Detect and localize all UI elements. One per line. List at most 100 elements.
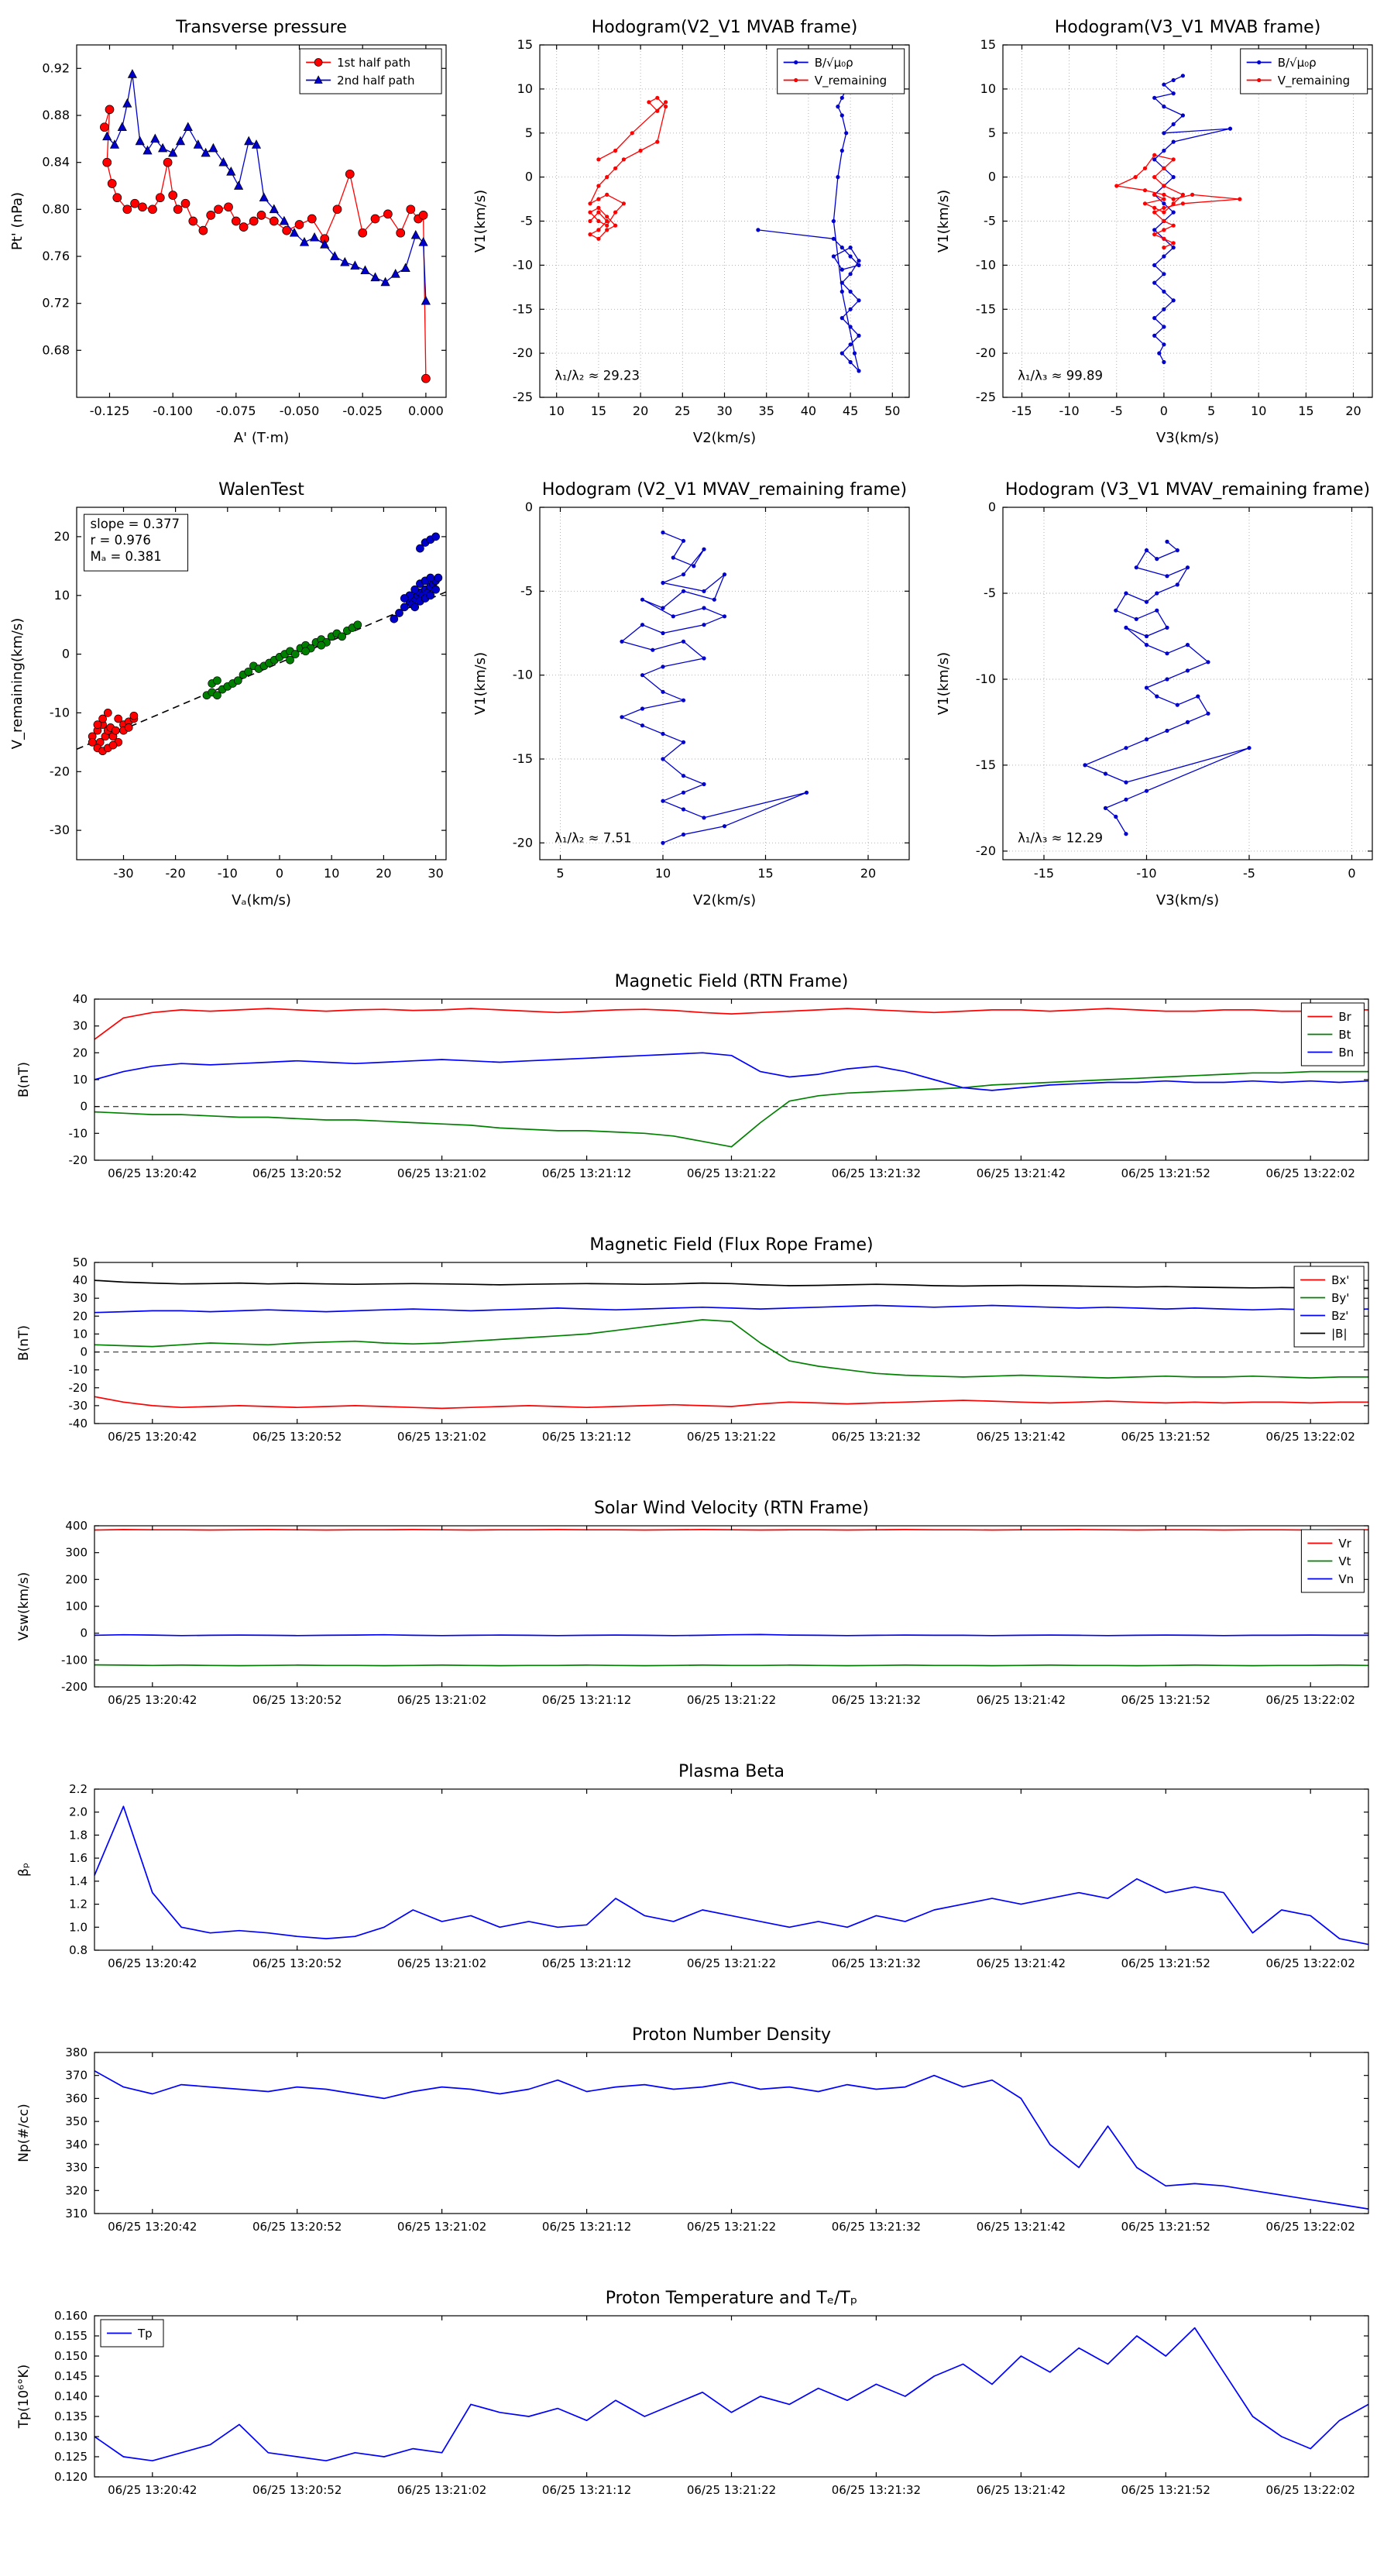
svg-text:V3(km/s): V3(km/s)	[1156, 430, 1219, 446]
svg-text:-20: -20	[166, 866, 186, 881]
chart-svg: 06/25 13:20:42 06/25 13:20:52 06/25 13:21:…	[9, 1228, 1388, 1461]
svg-text:06/25 13:21:22: 06/25 13:21:22	[687, 1166, 776, 1180]
svg-text:40: 40	[73, 1273, 88, 1287]
svg-text:0.160: 0.160	[54, 2309, 88, 2323]
svg-text:400: 400	[65, 1519, 88, 1533]
svg-text:06/25 13:21:52: 06/25 13:21:52	[1121, 1693, 1210, 1707]
svg-text:06/25 13:21:52: 06/25 13:21:52	[1121, 1430, 1210, 1444]
svg-text:B(nT): B(nT)	[16, 1062, 32, 1097]
svg-text:340: 340	[65, 2138, 88, 2152]
svg-text:-20: -20	[513, 835, 533, 850]
svg-text:Solar Wind Velocity (RTN Frame: Solar Wind Velocity (RTN Frame)	[594, 1499, 869, 1518]
svg-text:0: 0	[62, 647, 70, 661]
row-walen-mvav: -30 -20 -10 0 10 20 30 -30 -20 -10 0 10 20 WalenTest V…	[3, 470, 1391, 919]
svg-text:06/25 13:21:02: 06/25 13:21:02	[397, 2483, 486, 2497]
svg-text:06/25 13:20:42: 06/25 13:20:42	[108, 1430, 197, 1444]
svg-text:2.2: 2.2	[69, 1782, 88, 1796]
svg-text:06/25 13:21:42: 06/25 13:21:42	[977, 2483, 1066, 2497]
svg-text:06/25 13:20:42: 06/25 13:20:42	[108, 2483, 197, 2497]
svg-text:100: 100	[65, 1599, 88, 1613]
chart-hodogram-v3v1-mvab: -15 -10 -5 0 5 10 15 20 -25 -20 -15 -10 -5 0 5 10 15 Hodo…	[929, 8, 1388, 456]
svg-text:-30: -30	[50, 823, 70, 837]
chart-svg: -15 -10 -5 0 5 10 15 20 -25 -20 -15 -10 -5 0 5 10 15 Hodo…	[929, 8, 1388, 453]
svg-text:r = 0.976: r = 0.976	[91, 533, 151, 548]
svg-text:06/25 13:21:32: 06/25 13:21:32	[832, 1166, 921, 1180]
legend: B/√μ₀ρ V_remaining	[777, 48, 905, 94]
svg-text:30: 30	[73, 1291, 88, 1305]
svg-text:0.145: 0.145	[54, 2369, 88, 2383]
svg-text:06/25 13:20:42: 06/25 13:20:42	[108, 1693, 197, 1707]
svg-text:10: 10	[73, 1073, 88, 1087]
svg-text:06/25 13:21:22: 06/25 13:21:22	[687, 2220, 776, 2234]
svg-text:2nd half path: 2nd half path	[337, 74, 414, 88]
svg-text:20: 20	[1345, 404, 1361, 418]
svg-text:λ₁/λ₃ ≈ 12.29: λ₁/λ₃ ≈ 12.29	[1018, 830, 1103, 845]
svg-text:V1(km/s): V1(km/s)	[936, 652, 952, 715]
svg-text:V3(km/s): V3(km/s)	[1156, 892, 1219, 908]
svg-text:06/25 13:20:52: 06/25 13:20:52	[252, 1693, 342, 1707]
svg-text:-5: -5	[984, 214, 996, 228]
svg-text:06/25 13:21:42: 06/25 13:21:42	[977, 1693, 1066, 1707]
svg-text:-20: -20	[976, 345, 996, 360]
chart-svg: 5 10 15 20 0 -5 -10 -15 -20 Hodogram (V2_V1 MVAV_…	[466, 470, 925, 915]
svg-text:-0.125: -0.125	[90, 404, 130, 418]
svg-text:1.0: 1.0	[69, 1920, 88, 1934]
svg-text:5: 5	[988, 125, 996, 140]
svg-text:30: 30	[73, 1019, 88, 1033]
svg-text:Hodogram(V2_V1 MVAB frame): Hodogram(V2_V1 MVAB frame)	[592, 18, 858, 37]
svg-text:0: 0	[80, 1345, 88, 1359]
svg-text:V2(km/s): V2(km/s)	[693, 892, 756, 908]
chart-svg: -0.125 -0.100 -0.075 -0.050 -0.025 0.000 0.68 0…	[3, 8, 462, 453]
chart-plasma-beta: 06/25 13:20:42 06/25 13:20:52 06/25 13:21:…	[9, 1755, 1391, 1990]
svg-text:20: 20	[633, 404, 648, 418]
svg-text:06/25 13:21:42: 06/25 13:21:42	[977, 1956, 1066, 1970]
chart-proton-temperature: 06/25 13:20:42 06/25 13:20:52 06/25 13:21:…	[9, 2282, 1391, 2517]
svg-text:06/25 13:21:12: 06/25 13:21:12	[542, 1166, 631, 1180]
chart-transverse-pressure: -0.125 -0.100 -0.075 -0.050 -0.025 0.000 0.68 0…	[3, 8, 462, 456]
svg-text:-10: -10	[50, 705, 70, 720]
svg-text:slope = 0.377: slope = 0.377	[91, 517, 180, 531]
chart-svg: 06/25 13:20:42 06/25 13:20:52 06/25 13:21:…	[9, 2282, 1388, 2514]
chart-svg: 06/25 13:20:42 06/25 13:20:52 06/25 13:21:…	[9, 1492, 1388, 1724]
svg-text:06/25 13:21:32: 06/25 13:21:32	[832, 1956, 921, 1970]
svg-text:0: 0	[1160, 404, 1168, 418]
svg-text:-10: -10	[69, 1126, 88, 1140]
svg-text:-10: -10	[976, 257, 996, 272]
svg-text:06/25 13:20:42: 06/25 13:20:42	[108, 2220, 197, 2234]
chart-svg: -30 -20 -10 0 10 20 30 -30 -20 -10 0 10 20 WalenTest V…	[3, 470, 462, 915]
svg-text:0.72: 0.72	[42, 296, 70, 311]
svg-text:Hodogram(V3_V1 MVAB frame): Hodogram(V3_V1 MVAB frame)	[1055, 18, 1321, 37]
svg-text:1.6: 1.6	[69, 1851, 88, 1865]
svg-text:06/25 13:21:22: 06/25 13:21:22	[687, 1430, 776, 1444]
svg-text:10: 10	[517, 81, 533, 96]
chart-svg: 06/25 13:20:42 06/25 13:20:52 06/25 13:21:…	[9, 965, 1388, 1197]
legend: B/√μ₀ρ V_remaining	[1240, 48, 1368, 94]
svg-text:0: 0	[276, 866, 283, 881]
svg-text:Tp: Tp	[137, 2327, 153, 2341]
svg-text:V_remaining: V_remaining	[1278, 74, 1351, 88]
svg-text:06/25 13:21:32: 06/25 13:21:32	[832, 1693, 921, 1707]
chart-hodogram-v2v1-mvav: 5 10 15 20 0 -5 -10 -15 -20 Hodogram (V2_V1 MVAV_…	[466, 470, 925, 919]
svg-text:0.80: 0.80	[42, 201, 70, 216]
svg-text:-15: -15	[1011, 404, 1032, 418]
svg-text:-15: -15	[976, 301, 996, 316]
svg-text:25: 25	[675, 404, 690, 418]
svg-text:|B|: |B|	[1331, 1327, 1347, 1341]
svg-text:-0.075: -0.075	[216, 404, 256, 418]
svg-text:V1(km/s): V1(km/s)	[472, 190, 489, 252]
svg-text:A' (T·m): A' (T·m)	[234, 430, 289, 446]
svg-text:λ₁/λ₃ ≈ 99.89: λ₁/λ₃ ≈ 99.89	[1018, 368, 1103, 383]
svg-text:0: 0	[1348, 866, 1355, 881]
chart-bfield-fluxrope: 06/25 13:20:42 06/25 13:20:52 06/25 13:21:…	[9, 1228, 1391, 1464]
svg-text:0.140: 0.140	[54, 2389, 88, 2403]
svg-text:B/√μ₀ρ: B/√μ₀ρ	[1278, 56, 1317, 70]
svg-text:λ₁/λ₂ ≈ 29.23: λ₁/λ₂ ≈ 29.23	[555, 368, 640, 383]
svg-text:10: 10	[324, 866, 339, 881]
chart-svg: 10 15 20 25 30 35 40 45 50 -25 -20 -15 -10 -5 0 5 10 15 Ho…	[466, 8, 925, 453]
svg-text:06/25 13:21:12: 06/25 13:21:12	[542, 1430, 631, 1444]
svg-text:06/25 13:20:42: 06/25 13:20:42	[108, 1956, 197, 1970]
svg-text:06/25 13:22:02: 06/25 13:22:02	[1266, 1956, 1355, 1970]
chart-svg: 06/25 13:20:42 06/25 13:20:52 06/25 13:21:…	[9, 1755, 1388, 1987]
svg-text:0.150: 0.150	[54, 2349, 88, 2363]
svg-text:0: 0	[80, 1100, 88, 1114]
